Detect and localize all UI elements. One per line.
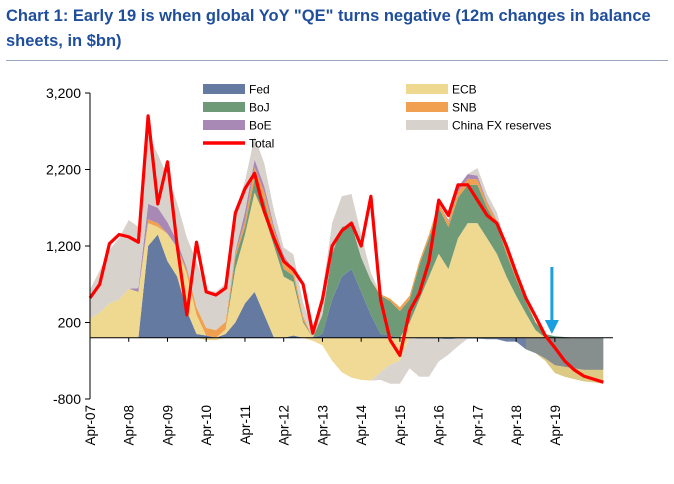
legend-swatch	[203, 102, 245, 112]
x-tick-label: Apr-13	[315, 405, 330, 446]
legend: Fed ECB BoJ SNB BoE China FX reserves Total	[203, 83, 551, 151]
x-tick-label: Apr-10	[199, 405, 214, 446]
x-tick-label: Apr-14	[354, 405, 369, 446]
x-tick-label: Apr-17	[470, 405, 485, 446]
legend-item-boj: BoJ	[203, 101, 270, 115]
total-line	[88, 114, 604, 384]
area-fed-negative	[90, 337, 604, 370]
legend-swatch	[406, 84, 448, 94]
y-tick-label: 3,200	[46, 85, 81, 101]
legend-item-ecb: ECB	[406, 83, 477, 97]
y-tick-label: 200	[58, 315, 82, 331]
down-arrow-annotation	[544, 267, 559, 334]
area-boj-positive	[90, 178, 604, 338]
chart-title: Chart 1: Early 19 is when global YoY "QE…	[6, 7, 651, 50]
legend-item-boe: BoE	[203, 119, 272, 133]
area-ecb-positive	[90, 192, 604, 338]
x-tick-label: Apr-18	[509, 405, 524, 446]
legend-label: SNB	[452, 101, 477, 115]
legend-item-snb: SNB	[406, 101, 477, 115]
legend-swatch	[203, 84, 245, 94]
y-tick-label: 1,200	[46, 238, 81, 254]
y-tick-label: 2,200	[46, 162, 81, 178]
legend-item-fed: Fed	[203, 83, 270, 97]
x-tick-label: Apr-09	[160, 405, 175, 446]
legend-label: China FX reserves	[452, 119, 551, 133]
legend-label: Total	[249, 137, 274, 151]
x-tick-label: Apr-11	[238, 405, 253, 445]
x-axis-ticks: Apr-07 Apr-08 Apr-09 Apr-10 Apr-11 Apr-12 Apr-…	[83, 337, 563, 446]
legend-label: BoE	[249, 119, 272, 133]
x-tick-label: Apr-08	[122, 405, 137, 446]
legend-label: Fed	[249, 83, 270, 97]
legend-item-china-fx-reserves: China FX reserves	[406, 119, 551, 133]
y-tick-label: -800	[53, 391, 81, 407]
x-tick-label: Apr-16	[432, 405, 447, 446]
arrow-head	[544, 320, 559, 334]
x-tick-label: Apr-12	[277, 405, 292, 446]
title-divider	[6, 60, 668, 61]
stacked-areas	[90, 135, 604, 384]
legend-label: ECB	[452, 83, 477, 97]
x-tick-label: Apr-07	[83, 405, 98, 446]
legend-swatch	[406, 120, 448, 130]
legend-item-total: Total	[203, 137, 274, 151]
legend-label: BoJ	[249, 101, 270, 115]
area-fed-positive	[90, 234, 604, 338]
legend-swatch	[406, 102, 448, 112]
legend-swatch	[203, 120, 245, 130]
x-tick-label: Apr-19	[548, 405, 563, 446]
x-tick-label: Apr-15	[393, 405, 408, 446]
y-axis-ticks: -800 200 1,200 2,200 3,200	[46, 85, 90, 407]
area-ecb-negative	[90, 337, 604, 384]
